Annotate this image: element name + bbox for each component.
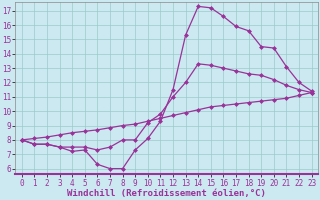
X-axis label: Windchill (Refroidissement éolien,°C): Windchill (Refroidissement éolien,°C) — [67, 189, 266, 198]
